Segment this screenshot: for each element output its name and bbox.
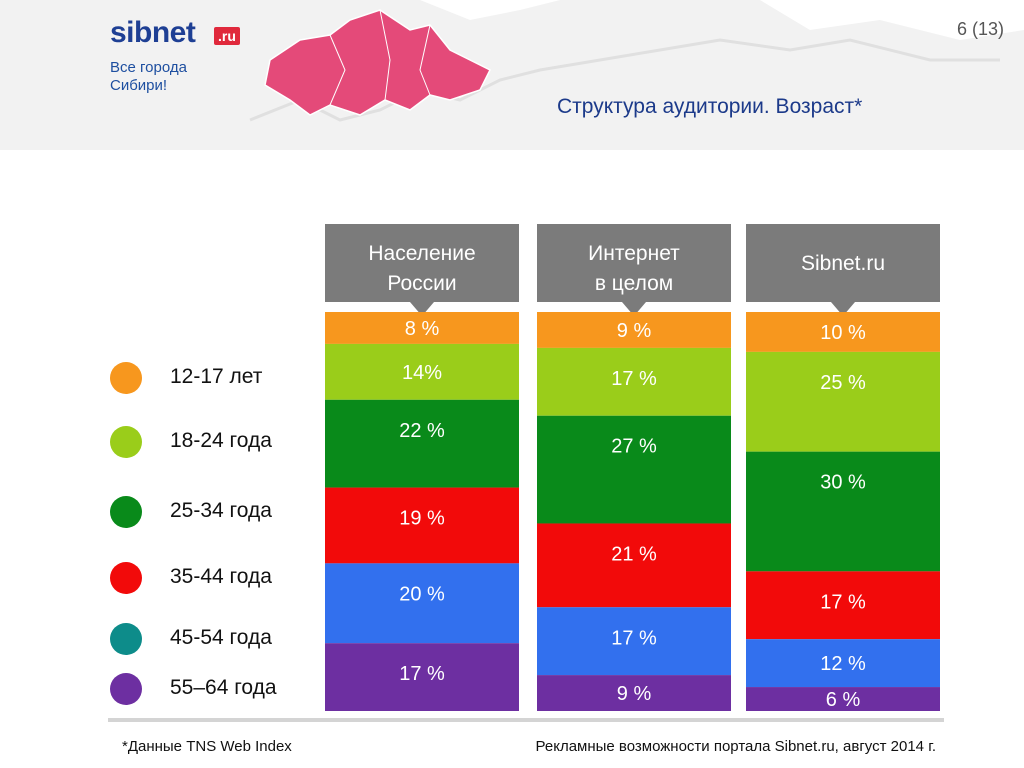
data-label: 21 % bbox=[611, 543, 657, 565]
slide-title: Структура аудитории. Возраст* bbox=[557, 95, 863, 118]
bar-segment bbox=[537, 607, 731, 676]
category-label: Население bbox=[368, 242, 475, 265]
data-label: 14% bbox=[402, 362, 442, 384]
siberia-region-map bbox=[264, 9, 492, 116]
footnote: *Данные TNS Web Index bbox=[122, 738, 292, 755]
data-label: 17 % bbox=[611, 627, 657, 649]
data-label: 19 % bbox=[399, 508, 445, 530]
category-label: России bbox=[387, 272, 456, 295]
bar-segment bbox=[325, 487, 519, 564]
sibnet-logo-suffix: .ru bbox=[214, 27, 240, 45]
bottom-divider bbox=[108, 718, 944, 722]
legend-swatch bbox=[110, 623, 142, 655]
bar-segment bbox=[537, 675, 731, 711]
bar-segment bbox=[325, 643, 519, 711]
data-label: 17 % bbox=[611, 368, 657, 390]
legend-label: 45-54 года bbox=[170, 626, 272, 649]
data-label: 8 % bbox=[405, 318, 440, 340]
category-label: Sibnet.ru bbox=[801, 252, 885, 275]
bar-segment bbox=[746, 312, 940, 352]
legend-label: 18-24 года bbox=[170, 429, 272, 452]
bar-segment bbox=[325, 399, 519, 488]
footer-text: Рекламные возможности портала Sibnet.ru,… bbox=[535, 738, 936, 755]
bar-segment bbox=[746, 687, 940, 711]
bar-segment bbox=[746, 571, 940, 640]
legend-label: 12-17 лет bbox=[170, 365, 263, 388]
bar-segment bbox=[537, 415, 731, 524]
bar-segment bbox=[746, 451, 940, 572]
data-label: 9 % bbox=[617, 320, 652, 342]
data-label: 30 % bbox=[820, 472, 866, 494]
bar-segment bbox=[537, 312, 731, 348]
sibnet-logo: sibnet bbox=[110, 16, 196, 49]
data-label: 10 % bbox=[820, 322, 866, 344]
category-header-box bbox=[537, 224, 731, 316]
bar-segment bbox=[746, 351, 940, 452]
legend-swatch bbox=[110, 562, 142, 594]
bar-segment bbox=[537, 523, 731, 608]
data-label: 12 % bbox=[820, 653, 866, 675]
data-label: 25 % bbox=[820, 372, 866, 394]
legend-swatch bbox=[110, 496, 142, 528]
category-label: Интернет bbox=[588, 242, 680, 265]
legend-swatch bbox=[110, 362, 142, 394]
data-label: 27 % bbox=[611, 436, 657, 458]
bar-segment bbox=[325, 563, 519, 644]
tagline-line2: Сибири! bbox=[110, 77, 168, 94]
legend-swatch bbox=[110, 673, 142, 705]
tagline-line1: Все города bbox=[110, 59, 187, 76]
legend-swatch bbox=[110, 426, 142, 458]
data-label: 20 % bbox=[399, 583, 445, 605]
data-label: 17 % bbox=[820, 591, 866, 613]
bar-segment bbox=[537, 347, 731, 416]
legend-label: 35-44 года bbox=[170, 565, 272, 588]
legend-label: 25-34 года bbox=[170, 499, 272, 522]
data-label: 17 % bbox=[399, 663, 445, 685]
category-header-box bbox=[325, 224, 519, 316]
page-number: 6 (13) bbox=[956, 19, 1004, 39]
data-label: 22 % bbox=[399, 420, 445, 442]
russia-map-background bbox=[0, 0, 1024, 150]
bar-segment bbox=[325, 312, 519, 344]
category-label: в целом bbox=[595, 272, 673, 295]
bar-segment bbox=[746, 639, 940, 688]
data-label: 6 % bbox=[826, 689, 861, 711]
category-header-box bbox=[746, 224, 940, 316]
bar-segment bbox=[325, 343, 519, 400]
tagline: Все города Сибири! bbox=[110, 59, 187, 95]
legend-label: 55–64 года bbox=[170, 676, 277, 699]
data-label: 9 % bbox=[617, 683, 652, 705]
